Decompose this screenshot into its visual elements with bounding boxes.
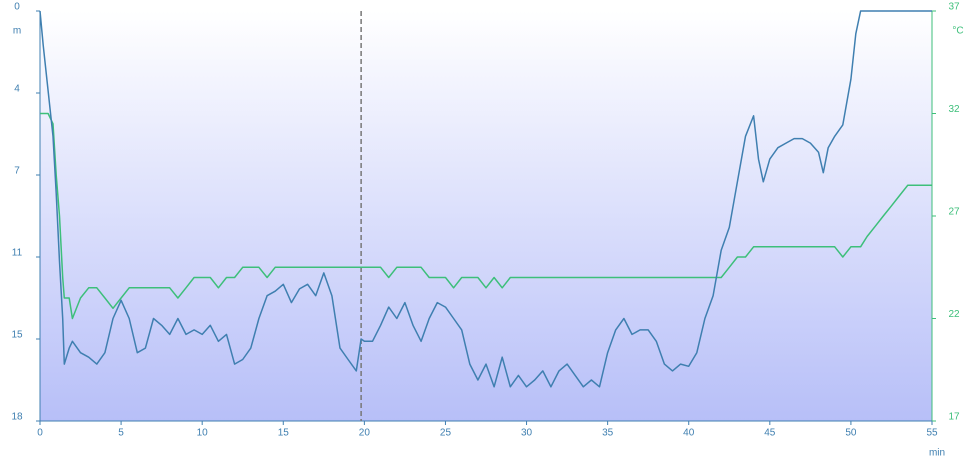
x-tick-label: 25 xyxy=(440,428,452,439)
x-tick-label: 40 xyxy=(683,428,695,439)
y-tick-label: 11 xyxy=(12,248,23,259)
x-tick-label: 45 xyxy=(764,428,776,439)
x-tick-label: 55 xyxy=(926,428,938,439)
x-tick-label: 0 xyxy=(37,428,43,439)
x-tick-label: 15 xyxy=(278,428,290,439)
y-tick-label: 15 xyxy=(11,330,23,341)
x-tick-label: 35 xyxy=(602,428,614,439)
y2-tick-label: 17 xyxy=(948,412,960,423)
y-tick-label: 4 xyxy=(14,84,20,95)
y2-unit: °C xyxy=(952,26,963,37)
y-tick-label: 18 xyxy=(11,412,23,423)
x-tick-label: 50 xyxy=(845,428,857,439)
series-line xyxy=(39,10,932,388)
y2-tick-label: 22 xyxy=(948,309,960,320)
x-tick-label: 20 xyxy=(359,428,371,439)
y2-tick-label: 27 xyxy=(948,207,960,218)
y2-tick-label: 37 xyxy=(948,2,960,13)
x-tick-label: 30 xyxy=(521,428,533,439)
series-line xyxy=(40,112,932,320)
plot-area xyxy=(40,11,932,421)
x-tick-label: 10 xyxy=(197,428,209,439)
y-tick-label: 7 xyxy=(14,166,20,177)
y2-tick-label: 32 xyxy=(948,104,960,115)
y-tick-label: 0 xyxy=(14,2,20,13)
x-tick-label: 5 xyxy=(118,428,124,439)
y-unit: m xyxy=(13,26,21,37)
x-unit: min xyxy=(929,448,945,459)
